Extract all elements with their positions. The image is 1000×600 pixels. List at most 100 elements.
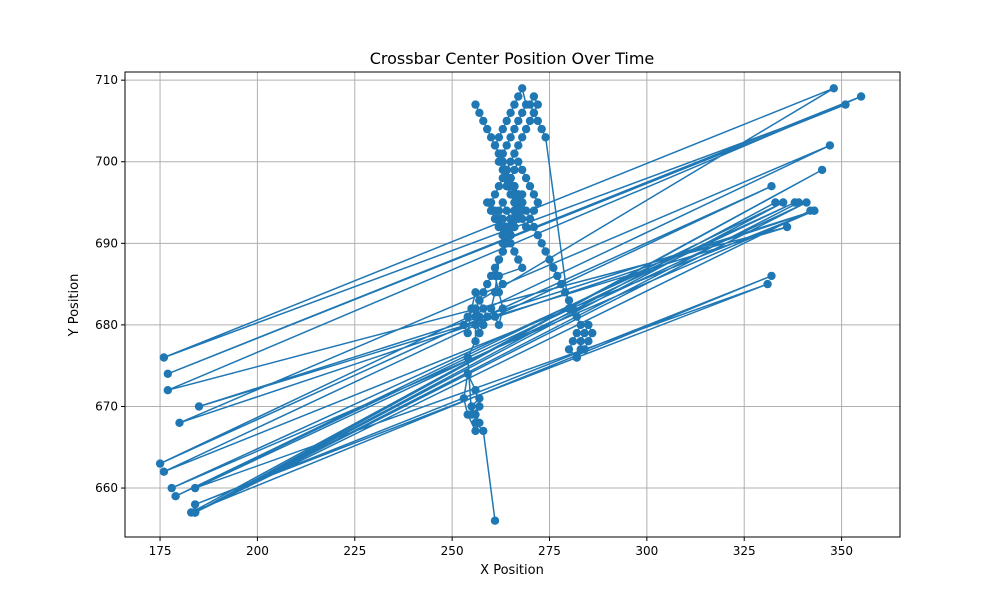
data-point <box>479 116 488 126</box>
x-axis-label: X Position <box>480 563 544 578</box>
data-point <box>514 190 523 199</box>
data-point <box>471 100 480 109</box>
data-point <box>471 337 480 346</box>
data-point <box>825 141 835 150</box>
y-tick-label: 690 <box>95 236 118 250</box>
data-point <box>767 182 776 191</box>
data-point <box>479 426 488 436</box>
data-point <box>506 157 515 166</box>
data-point <box>502 141 511 150</box>
data-point <box>463 353 472 362</box>
data-point <box>537 239 546 248</box>
data-point <box>490 263 500 272</box>
data-point <box>806 206 815 215</box>
data-point <box>502 165 511 175</box>
data-point <box>782 222 792 232</box>
data-point <box>498 222 507 232</box>
data-point <box>155 459 165 468</box>
data-point <box>521 206 531 215</box>
data-point <box>494 255 504 264</box>
data-point <box>533 198 542 207</box>
data-point <box>533 116 542 126</box>
data-point <box>521 222 531 232</box>
y-tick-label: 680 <box>95 318 118 332</box>
x-tick-label: 225 <box>343 544 366 558</box>
data-point <box>494 320 504 330</box>
data-point <box>533 231 542 240</box>
data-point <box>856 92 866 101</box>
data-point <box>576 320 585 330</box>
data-point <box>459 320 468 330</box>
data-point <box>802 198 811 207</box>
data-point <box>525 116 535 126</box>
data-point <box>483 279 492 289</box>
data-point <box>502 116 511 126</box>
data-point <box>537 124 546 134</box>
data-point <box>486 304 496 313</box>
x-tick-label: 175 <box>149 544 172 558</box>
data-point <box>483 312 492 321</box>
data-point <box>494 214 504 223</box>
data-point <box>529 190 539 199</box>
data-point <box>767 271 776 281</box>
data-point <box>529 206 539 215</box>
data-point <box>518 214 527 223</box>
data-point <box>568 337 578 346</box>
data-point <box>514 157 523 166</box>
data-point <box>494 133 504 142</box>
data-point <box>498 157 507 166</box>
data-point <box>483 124 492 134</box>
data-point <box>494 182 504 191</box>
data-point <box>584 320 593 330</box>
data-point <box>506 133 515 142</box>
data-point <box>779 198 788 207</box>
data-point <box>463 328 472 338</box>
data-point <box>521 173 531 183</box>
data-point <box>841 100 850 109</box>
data-point <box>506 108 515 118</box>
data-point <box>510 100 519 109</box>
data-point <box>518 133 527 142</box>
data-point <box>502 182 511 191</box>
y-axis-label: Y Position <box>67 274 82 338</box>
data-point <box>498 279 507 289</box>
data-point <box>588 328 597 338</box>
data-point <box>763 279 772 289</box>
data-point <box>817 165 827 175</box>
data-point <box>190 483 200 493</box>
data-point <box>494 149 504 158</box>
data-point <box>471 312 480 321</box>
data-point <box>518 108 527 118</box>
data-point <box>521 124 531 134</box>
data-point <box>494 271 504 281</box>
x-tick-label: 300 <box>635 544 658 558</box>
data-point <box>564 296 574 305</box>
y-tick-label: 660 <box>95 481 118 495</box>
data-point <box>829 84 838 93</box>
data-point <box>514 92 523 101</box>
data-point <box>159 467 169 476</box>
data-point <box>498 304 507 313</box>
data-point <box>510 149 519 158</box>
x-axis-ticks: 175 200 225 250 275 300 325 350 <box>149 537 853 558</box>
data-point <box>467 402 476 411</box>
data-point <box>506 173 515 183</box>
data-point <box>545 255 554 264</box>
y-axis-ticks: 660 670 680 690 700 710 <box>95 73 125 495</box>
data-point <box>510 198 519 207</box>
data-point <box>471 320 480 330</box>
data-point <box>506 190 515 199</box>
data-point <box>175 418 184 427</box>
data-point <box>486 133 496 142</box>
data-point <box>510 165 519 175</box>
data-point <box>572 328 581 338</box>
data-point <box>518 198 527 207</box>
data-point <box>533 100 542 109</box>
data-point <box>475 296 484 305</box>
data-point <box>475 394 484 403</box>
data-point <box>584 337 593 346</box>
data-point <box>479 304 488 313</box>
data-point <box>568 304 578 313</box>
y-tick-label: 700 <box>95 155 118 169</box>
data-point <box>576 337 585 346</box>
